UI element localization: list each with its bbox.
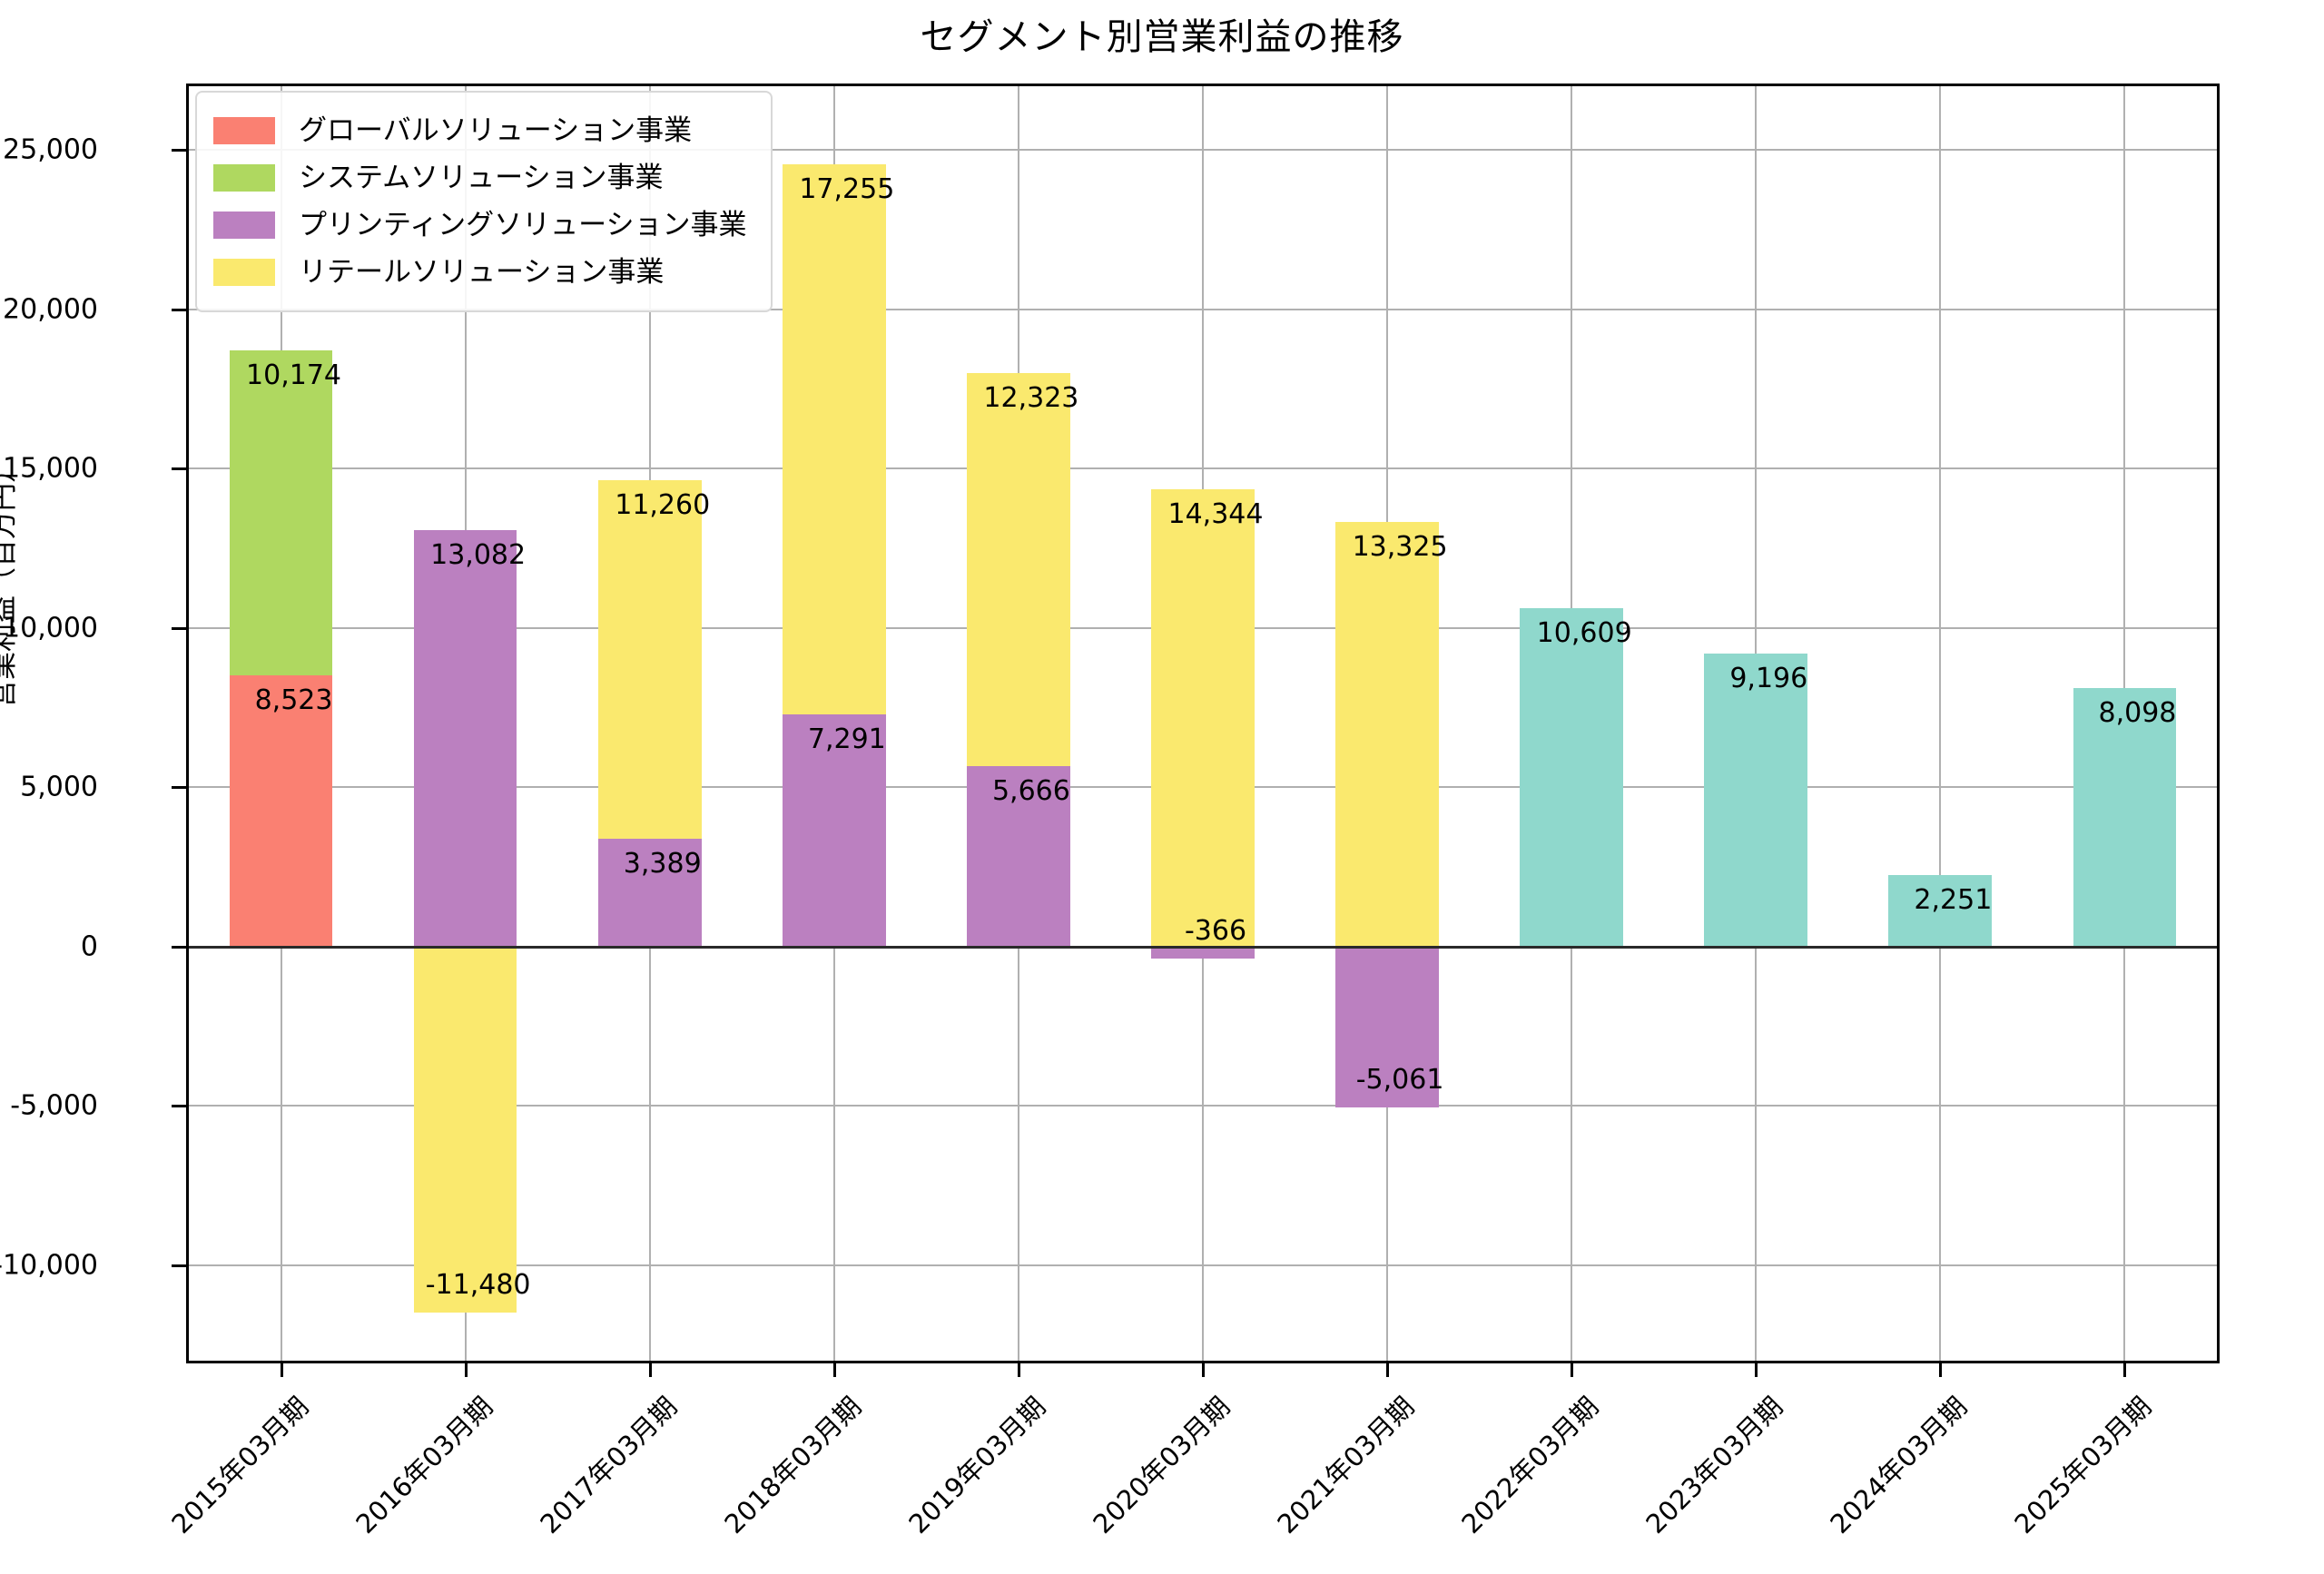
x-axis-tick-mark — [648, 1363, 652, 1377]
y-axis-tick-mark — [172, 786, 186, 790]
bar-segment[interactable] — [597, 838, 702, 947]
bar-value-label: 5,666 — [991, 774, 1070, 807]
bar-value-label: 13,325 — [1352, 530, 1448, 563]
bar-value-label: 8,098 — [2098, 697, 2177, 730]
chart-canvas: セグメント別営業利益の推移 8,523 10,174 13,082 -11,480 3,… — [0, 16, 2220, 1540]
legend-swatch-icon — [213, 259, 275, 286]
x-axis-tick-label: 2018年03月期 — [718, 1391, 868, 1540]
gridline-vertical — [1939, 86, 1942, 1361]
plot-inner: 8,523 10,174 13,082 -11,480 3,389 11,260 7,291… — [189, 86, 2217, 1361]
legend-item-label: プリンティングソリューション事業 — [299, 208, 747, 241]
y-axis-tick-label: -5,000 — [10, 1089, 98, 1122]
bar-value-label: 10,174 — [246, 359, 342, 392]
x-axis-tick-mark — [1386, 1363, 1390, 1377]
x-axis-tick-mark — [1017, 1363, 1020, 1377]
y-axis-tick-mark — [172, 945, 186, 949]
y-axis-tick-label: 15,000 — [3, 452, 98, 485]
bar-segment[interactable] — [229, 674, 333, 947]
legend-item-label: システムソリューション事業 — [299, 161, 664, 194]
bar-segment[interactable] — [597, 479, 702, 839]
bar-value-label: 14,344 — [1167, 498, 1264, 531]
y-axis-tick-label: 25,000 — [3, 133, 98, 166]
x-axis-tick-label: 2015年03月期 — [164, 1391, 314, 1540]
bar-value-label: -366 — [1184, 914, 1247, 947]
legend-item[interactable]: リテールソリューション事業 — [213, 249, 747, 296]
y-axis-tick-label: 5,000 — [20, 771, 98, 803]
x-axis-tick-label: 2022年03月期 — [1455, 1391, 1605, 1540]
bar-value-label: 7,291 — [807, 723, 886, 755]
bar-segment[interactable] — [1520, 608, 1624, 947]
zero-axis-line — [189, 945, 2217, 949]
y-axis-tick-label: 10,000 — [3, 612, 98, 644]
bar-value-label: 3,389 — [623, 847, 702, 880]
bar-value-label: 13,082 — [430, 538, 527, 571]
bar-value-label: 12,323 — [983, 382, 1079, 415]
x-axis-tick-label: 2016年03月期 — [350, 1391, 498, 1540]
x-axis-tick-label: 2024年03月期 — [1824, 1391, 1974, 1540]
bar-value-label: 2,251 — [1914, 883, 1993, 916]
bar-value-label: -11,480 — [425, 1268, 531, 1301]
x-axis-tick-mark — [832, 1363, 836, 1377]
y-axis-tick-mark — [172, 626, 186, 630]
bar-segment[interactable] — [413, 529, 517, 947]
y-axis-tick-label: 0 — [80, 930, 98, 963]
bar-segment[interactable] — [967, 373, 1070, 766]
plot-area: 8,523 10,174 13,082 -11,480 3,389 11,260 7,291… — [186, 84, 2220, 1363]
legend-item[interactable]: システムソリューション事業 — [213, 154, 747, 202]
legend-item[interactable]: プリンティングソリューション事業 — [213, 202, 747, 249]
bar-segment[interactable] — [782, 713, 886, 947]
legend-item-label: グローバルソリューション事業 — [299, 113, 693, 147]
bar-value-label: 8,523 — [254, 684, 333, 716]
bar-segment[interactable] — [782, 164, 886, 714]
y-axis-title: 営業利益（百万円） — [0, 455, 20, 708]
bar-segment[interactable] — [413, 946, 517, 1313]
y-axis-tick-mark — [172, 1105, 186, 1108]
legend-item-label: リテールソリューション事業 — [299, 255, 665, 289]
bar-segment[interactable] — [967, 765, 1070, 947]
x-axis-tick-mark — [1202, 1363, 1205, 1377]
x-axis-tick-mark — [280, 1363, 283, 1377]
y-axis-tick-label: 20,000 — [3, 293, 98, 326]
x-axis-tick-label: 2023年03月期 — [1640, 1391, 1789, 1540]
x-axis-tick-label: 2025年03月期 — [2008, 1391, 2158, 1540]
x-axis-tick-mark — [2123, 1363, 2127, 1377]
legend-swatch-icon — [213, 212, 275, 239]
bar-segment[interactable] — [1888, 874, 1993, 947]
legend-swatch-icon — [213, 164, 275, 192]
y-axis-tick-mark — [172, 149, 186, 152]
bar-value-label: -5,061 — [1355, 1064, 1444, 1097]
y-axis-tick-mark — [172, 1264, 186, 1267]
page-title: セグメント別営業利益の推移 — [920, 16, 1404, 58]
x-axis-tick-label: 2017年03月期 — [534, 1391, 684, 1540]
bar-value-label: 11,260 — [615, 488, 711, 521]
x-axis-tick-label: 2021年03月期 — [1271, 1391, 1421, 1540]
bar-segment[interactable] — [1151, 489, 1255, 947]
x-axis-tick-mark — [464, 1363, 468, 1377]
y-axis-tick-mark — [172, 308, 186, 311]
y-axis-tick-mark — [172, 467, 186, 471]
bar-value-label: 9,196 — [1729, 662, 1808, 694]
x-axis-tick-mark — [1939, 1363, 1943, 1377]
bar-segment[interactable] — [1704, 653, 1808, 947]
legend-item[interactable]: グローバルソリューション事業 — [213, 107, 747, 154]
x-axis-tick-label: 2020年03月期 — [1087, 1391, 1236, 1540]
legend-swatch-icon — [213, 117, 275, 144]
legend: グローバルソリューション事業 システムソリューション事業プリンティングソリューショ… — [195, 91, 773, 312]
x-axis-tick-label: 2019年03月期 — [902, 1391, 1052, 1540]
bar-segment[interactable] — [229, 350, 333, 675]
bar-value-label: 10,609 — [1536, 617, 1632, 650]
x-axis-tick-mark — [1571, 1363, 1574, 1377]
bar-segment[interactable] — [1335, 946, 1439, 1108]
x-axis-tick-mark — [1755, 1363, 1758, 1377]
bar-value-label: 17,255 — [799, 173, 895, 206]
bar-segment[interactable] — [1151, 946, 1255, 959]
bar-segment[interactable] — [2073, 688, 2177, 947]
y-axis-tick-label: -10,000 — [0, 1249, 98, 1282]
bar-segment[interactable] — [1335, 521, 1439, 947]
